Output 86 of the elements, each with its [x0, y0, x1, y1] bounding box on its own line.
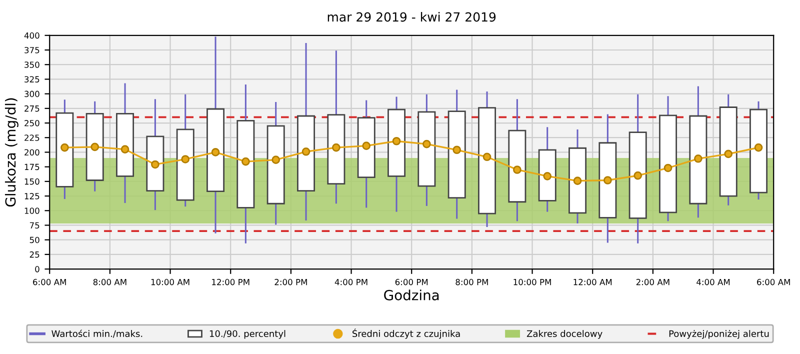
y-tick-label: 275 [24, 105, 40, 112]
point [302, 147, 310, 156]
bar [719, 106, 738, 197]
point [242, 157, 250, 166]
point [422, 140, 431, 148]
point [272, 156, 280, 164]
y-tick-label: 75 [30, 222, 40, 229]
point [482, 152, 492, 162]
bar [357, 117, 376, 178]
bar [327, 114, 346, 184]
chart-title: mar 29 2019 - kwi 27 2019 [328, 12, 496, 22]
bar [598, 142, 617, 218]
bar [628, 132, 647, 219]
y-tick-label: 400 [24, 32, 40, 39]
point [332, 143, 340, 152]
bar [206, 108, 225, 192]
point [634, 171, 642, 180]
point [392, 136, 401, 146]
y-tick-label: 175 [24, 164, 40, 170]
x-tick-label: 2:00 PM [274, 278, 307, 286]
point [211, 148, 220, 156]
bar [538, 149, 556, 202]
bar [448, 110, 466, 198]
point [362, 142, 371, 150]
point [664, 164, 672, 172]
bar [116, 112, 134, 177]
bar [176, 128, 194, 201]
point [694, 154, 702, 163]
y-tick-label: 300 [24, 90, 40, 98]
y-tick-label: 250 [24, 120, 40, 126]
x-tick-label: 4:00 AM [696, 278, 730, 286]
y-tick-label: 350 [24, 62, 40, 68]
x-tick-label: 12:00 AM [574, 278, 612, 286]
point [120, 145, 130, 154]
y-tick-label: 150 [24, 178, 40, 185]
point [573, 176, 582, 186]
y-tick-label: 375 [24, 46, 40, 54]
x-tick-label: 12:00 PM [212, 278, 250, 286]
x-tick-label: 10:00 PM [514, 278, 551, 286]
x-tick-label: 6:00 AM [757, 278, 790, 286]
bar [266, 125, 285, 204]
bar [418, 111, 436, 187]
y-tick-label: 25 [30, 251, 40, 258]
x-tick-label: 6:00 PM [395, 278, 428, 286]
bar [568, 147, 587, 214]
point [90, 142, 100, 152]
point [513, 166, 522, 174]
bar [56, 112, 74, 188]
bar [86, 112, 104, 181]
point [754, 143, 763, 152]
bar [508, 130, 526, 203]
x-tick-label: 8:00 AM [93, 278, 126, 286]
bar [750, 108, 768, 194]
point [60, 143, 69, 152]
bar [478, 107, 496, 214]
bar [146, 136, 164, 192]
y-tick-label: 100 [24, 208, 40, 214]
bar [659, 114, 678, 214]
legend-label: 10./90. percentyl [210, 330, 286, 339]
point [452, 146, 462, 154]
y-tick-label: 225 [24, 134, 40, 141]
point [543, 172, 552, 180]
y-axis-title: Glukoza (mg/dl) [4, 98, 18, 207]
legend-label: Zakres docelowy [526, 330, 602, 339]
legend-label: Powyżej/poniżej alertu [669, 330, 769, 339]
x-tick-label: 10:00 AM [151, 278, 190, 286]
bar [297, 115, 316, 192]
point [604, 176, 612, 184]
x-tick-label: 4:00 PM [334, 278, 368, 286]
point [181, 155, 190, 164]
y-tick-label: 50 [30, 236, 40, 244]
y-tick-label: 200 [24, 149, 40, 156]
point [151, 160, 160, 169]
bar [689, 115, 708, 204]
y-tick-label: 125 [24, 193, 40, 200]
x-tick-label: 6:00 AM [33, 278, 66, 286]
point [724, 150, 733, 158]
x-tick-label: 8:00 PM [456, 278, 488, 286]
y-tick-label: 0 [35, 266, 40, 272]
bar [236, 120, 255, 208]
legend-label: Wartości min./maks. [52, 330, 142, 338]
legend-label: Średni odczyt z czujnika [352, 328, 460, 339]
x-axis-title: Godzina [384, 290, 439, 300]
bar [388, 108, 406, 177]
x-tick-label: 2:00 AM [636, 278, 670, 286]
y-tick-label: 325 [24, 76, 40, 82]
